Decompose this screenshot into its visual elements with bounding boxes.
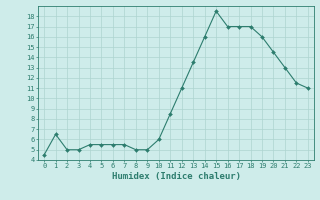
X-axis label: Humidex (Indice chaleur): Humidex (Indice chaleur) bbox=[111, 172, 241, 181]
